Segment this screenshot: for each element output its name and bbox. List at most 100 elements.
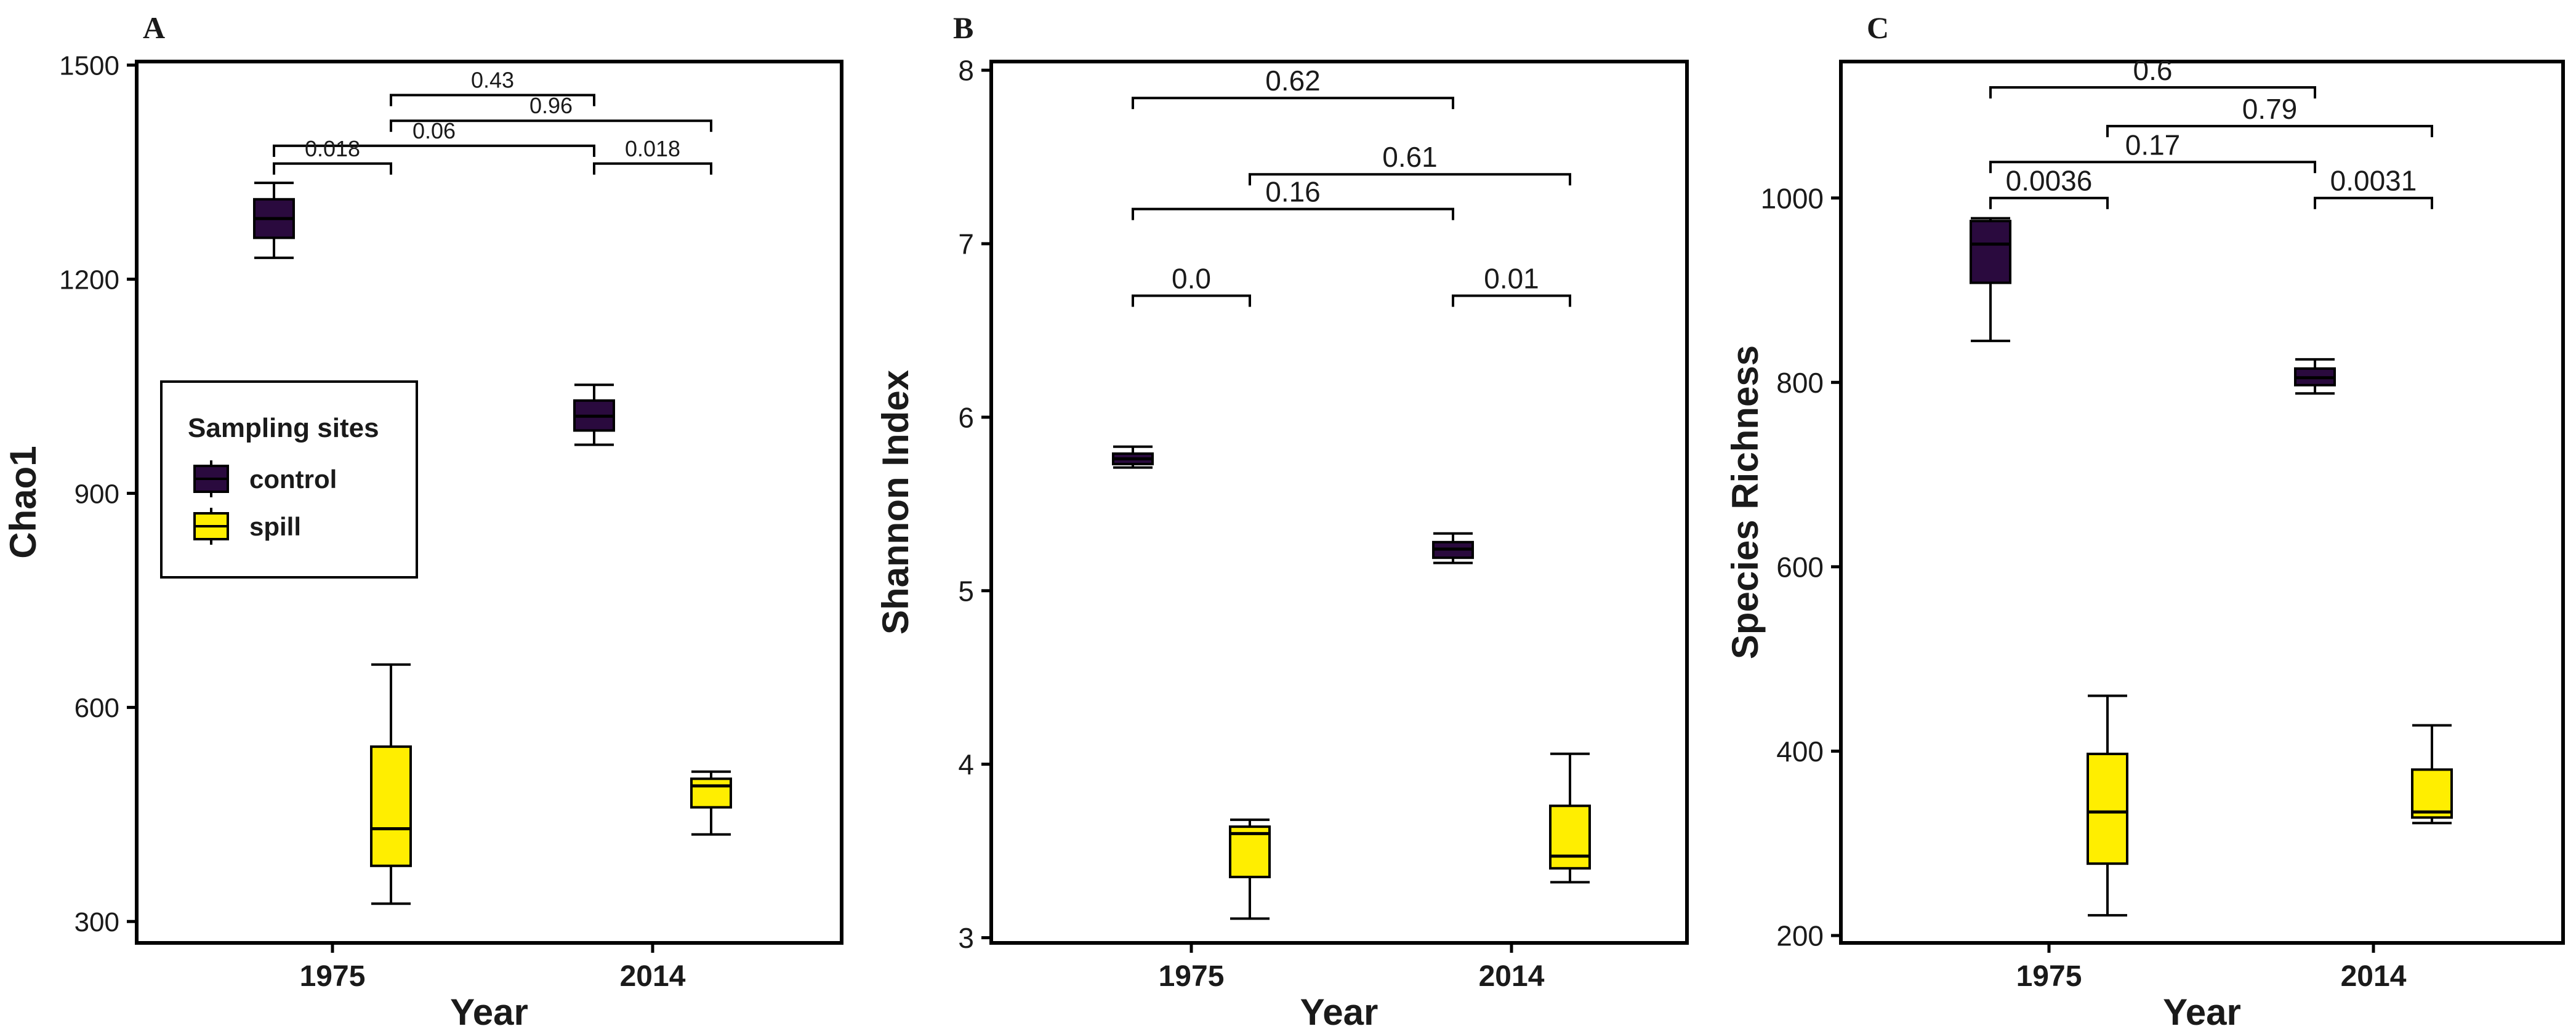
panel-letter: C xyxy=(1867,10,1889,45)
y-tick-label: 200 xyxy=(1776,920,1824,952)
comparison-bracket: 0.0036 xyxy=(1989,165,2109,209)
p-value-label: 0.79 xyxy=(2242,93,2298,125)
comparison-bracket: 0.16 xyxy=(1132,176,1454,220)
legend-label-control: control xyxy=(249,465,337,494)
box-body xyxy=(690,777,732,809)
x-tick-label: 2014 xyxy=(620,960,686,993)
p-value-label: 0.62 xyxy=(1265,65,1321,97)
box-control-2014 xyxy=(573,383,615,446)
box-spill-2014 xyxy=(2411,724,2453,825)
y-tick-label: 300 xyxy=(74,907,119,937)
bracket-line xyxy=(2106,124,2433,137)
y-axis-title: Shannon Index xyxy=(875,370,916,635)
bracket-line xyxy=(1989,196,2109,209)
x-tick-label: 1975 xyxy=(1159,960,1225,993)
comparison-bracket: 0.96 xyxy=(390,93,712,132)
legend-key-control xyxy=(193,460,229,497)
comparison-bracket: 0.43 xyxy=(390,67,595,106)
panel-c: C 200 400 600 800 1000 1975 2014 Year Species Ric… xyxy=(1725,10,2565,1033)
box-body xyxy=(2087,752,2128,865)
p-value-label: 0.17 xyxy=(2125,129,2181,161)
p-value-label: 0.0031 xyxy=(2330,165,2417,197)
bracket-line xyxy=(2314,196,2433,209)
box-control-1975 xyxy=(1970,217,2011,342)
p-value-label: 0.96 xyxy=(529,93,573,118)
comparison-bracket: 0.62 xyxy=(1132,65,1454,110)
legend-key-spill xyxy=(193,508,229,545)
p-value-label: 0.018 xyxy=(305,136,360,161)
y-tick-label: 6 xyxy=(958,401,974,433)
x-tick-label: 2014 xyxy=(1479,960,1545,993)
bracket-line xyxy=(1989,86,2316,98)
x-axis-title: Year xyxy=(450,992,528,1033)
y-tick-label: 600 xyxy=(74,693,119,723)
legend-label-spill: spill xyxy=(249,512,301,541)
box-spill-2014 xyxy=(1549,752,1591,884)
y-tick-label: 900 xyxy=(74,479,119,509)
y-tick-label: 600 xyxy=(1776,551,1824,583)
comparison-bracket: 0.0031 xyxy=(2314,165,2433,209)
y-axis-title: Species Richness xyxy=(1725,345,1766,659)
bracket-line xyxy=(390,94,595,106)
p-value-label: 0.6 xyxy=(2133,54,2173,86)
box-body xyxy=(1549,804,1591,870)
bracket-line xyxy=(1132,97,1454,110)
p-value-label: 0.43 xyxy=(471,67,514,92)
y-tick-label: 1000 xyxy=(1761,182,1824,214)
bracket-line xyxy=(1989,161,2316,174)
box-body xyxy=(2411,768,2453,819)
y-tick-label: 800 xyxy=(1776,367,1824,399)
p-value-label: 0.06 xyxy=(413,118,456,143)
legend-title: Sampling sites xyxy=(188,413,379,443)
box-body xyxy=(1970,220,2011,284)
box-control-2014 xyxy=(1432,532,1474,564)
box-spill-1975 xyxy=(2087,694,2128,917)
y-tick-label: 5 xyxy=(958,575,974,607)
bracket-line xyxy=(273,144,595,157)
comparison-bracket: 0.018 xyxy=(593,136,712,175)
bracket-line xyxy=(1249,173,1571,186)
plot-frame xyxy=(989,60,1689,945)
p-value-label: 0.16 xyxy=(1265,176,1321,208)
box-control-1975 xyxy=(253,182,295,259)
plot-frame xyxy=(1839,60,2565,945)
comparison-bracket: 0.6 xyxy=(1989,54,2316,98)
y-tick-label: 4 xyxy=(958,748,974,780)
p-value-label: 0.018 xyxy=(625,136,680,161)
bracket-line xyxy=(273,162,392,175)
p-value-label: 0.61 xyxy=(1382,141,1438,173)
box-spill-1975 xyxy=(1229,818,1271,920)
bracket-line xyxy=(1132,294,1251,307)
box-body xyxy=(370,745,412,867)
comparison-bracket: 0.17 xyxy=(1989,129,2316,174)
comparison-bracket: 0.0 xyxy=(1132,263,1251,307)
box-spill-1975 xyxy=(370,663,412,905)
bracket-line xyxy=(1452,294,1571,307)
bracket-line xyxy=(1132,207,1454,220)
y-tick-label: 8 xyxy=(958,55,974,87)
comparison-bracket: 0.79 xyxy=(2106,93,2433,137)
y-tick-label: 3 xyxy=(958,922,974,954)
x-axis-title: Year xyxy=(2163,992,2241,1033)
y-tick-label: 400 xyxy=(1776,735,1824,767)
legend: Sampling sites control spill xyxy=(160,380,418,579)
comparison-bracket: 0.01 xyxy=(1452,263,1571,307)
box-control-2014 xyxy=(2294,358,2336,395)
comparison-bracket: 0.06 xyxy=(273,118,595,157)
x-tick-label: 1975 xyxy=(2016,960,2082,993)
y-tick-label: 1200 xyxy=(59,265,119,295)
x-axis-title: Year xyxy=(1300,992,1379,1033)
panel-letter: A xyxy=(143,10,165,45)
p-value-label: 0.0036 xyxy=(2006,165,2093,197)
y-axis-title: Chao1 xyxy=(2,446,44,558)
panel-letter: B xyxy=(953,10,973,45)
box-spill-2014 xyxy=(690,770,732,836)
comparison-bracket: 0.018 xyxy=(273,136,392,175)
x-tick-label: 1975 xyxy=(300,960,366,993)
p-value-label: 0.01 xyxy=(1484,263,1539,295)
panel-b: B 3 4 5 6 7 8 1975 2014 Year Shannon Index 0.62 0.61… xyxy=(875,10,1689,1033)
bracket-line xyxy=(593,162,712,175)
bracket-line xyxy=(390,119,712,132)
panel-a: A 300 600 900 1200 1500 1975 2014 Year Chao1 0.43 0… xyxy=(2,10,843,1033)
